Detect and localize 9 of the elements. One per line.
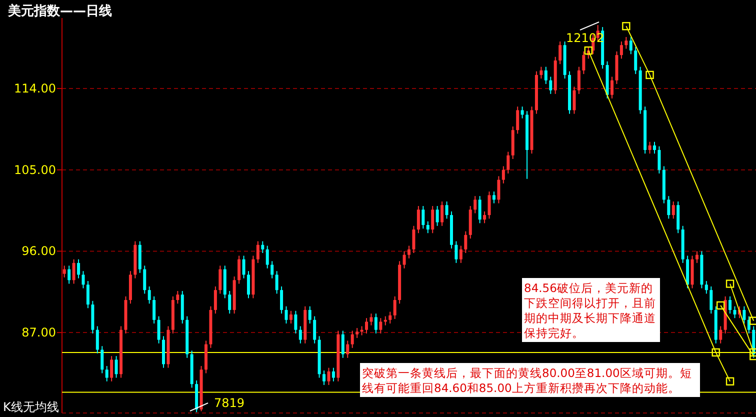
y-tick-label: 96.00 [22, 244, 56, 258]
text: K线无均线 [3, 400, 59, 414]
annotation: 84.56破位后，美元新的下跌空间得以打开，且前期的中期及长期下降通道保持完好。 [524, 281, 656, 340]
chart-title: 美元指数——日线 [7, 3, 112, 19]
annotation: 7819 [214, 396, 245, 410]
annotation: 突破第一条黄线后，最下面的黄线80.00至81.00区域可期。短线有可能重回84.60和85.00上方重新积攒再次下降的动能。 [362, 366, 692, 395]
y-tick-label: 105.00 [14, 162, 56, 177]
y-tick-label: 114.00 [14, 82, 56, 96]
y-tick-label: 87.00 [22, 326, 56, 340]
